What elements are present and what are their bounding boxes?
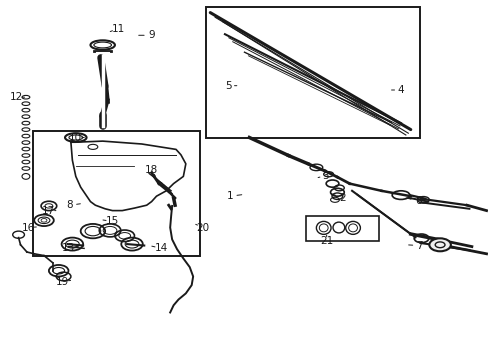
Text: 19: 19: [56, 276, 69, 287]
Text: 17: 17: [42, 206, 56, 216]
Text: 18: 18: [144, 165, 158, 175]
Text: 3: 3: [322, 171, 328, 181]
Bar: [305, 216, 378, 241]
Text: 12: 12: [9, 92, 23, 102]
Text: 1: 1: [226, 191, 233, 201]
Text: 21: 21: [319, 236, 333, 246]
Bar: [206, 7, 419, 138]
Text: 4: 4: [397, 85, 404, 95]
Text: 5: 5: [224, 81, 231, 91]
Text: 15: 15: [105, 216, 119, 226]
Text: 14: 14: [154, 243, 168, 253]
Text: 13: 13: [61, 243, 75, 253]
Text: 8: 8: [66, 200, 73, 210]
Text: 11: 11: [111, 24, 125, 34]
Text: 6: 6: [414, 196, 421, 206]
Text: 20: 20: [196, 222, 209, 233]
Text: 16: 16: [21, 222, 35, 233]
Text: 9: 9: [148, 30, 155, 40]
Text: 10: 10: [69, 132, 82, 143]
Text: 7: 7: [415, 240, 422, 251]
Bar: [33, 131, 200, 256]
Text: 2: 2: [338, 193, 345, 203]
Ellipse shape: [428, 238, 450, 251]
